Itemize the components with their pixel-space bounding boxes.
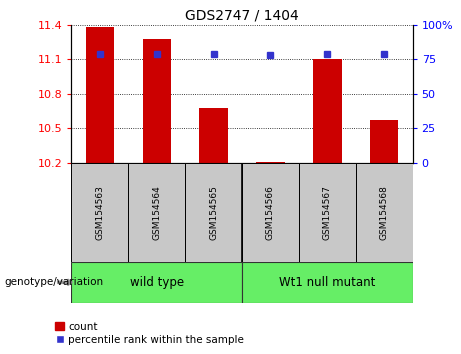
Text: wild type: wild type (130, 276, 184, 289)
Text: GSM154565: GSM154565 (209, 185, 218, 240)
Title: GDS2747 / 1404: GDS2747 / 1404 (185, 8, 299, 22)
Text: GSM154568: GSM154568 (380, 185, 389, 240)
Bar (185, 163, 242, 262)
Bar (370, 120, 398, 163)
Bar (142, 39, 171, 163)
Bar (313, 59, 342, 163)
Bar (242, 163, 299, 262)
Bar (242, 262, 413, 303)
Bar (200, 108, 228, 163)
Text: GSM154566: GSM154566 (266, 185, 275, 240)
Bar (86, 27, 114, 163)
Text: GSM154564: GSM154564 (152, 185, 161, 240)
Bar (71, 262, 242, 303)
Legend: count, percentile rank within the sample: count, percentile rank within the sample (51, 317, 248, 349)
Bar (299, 163, 356, 262)
Bar (128, 163, 185, 262)
Bar (256, 162, 285, 163)
Text: Wt1 null mutant: Wt1 null mutant (279, 276, 376, 289)
Text: GSM154567: GSM154567 (323, 185, 332, 240)
Bar (71, 163, 128, 262)
Text: GSM154563: GSM154563 (95, 185, 104, 240)
Text: genotype/variation: genotype/variation (5, 277, 104, 287)
Bar (356, 163, 413, 262)
